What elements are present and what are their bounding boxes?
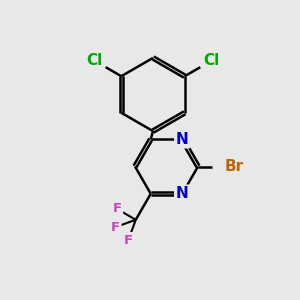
- Text: F: F: [111, 220, 120, 234]
- Text: Br: Br: [225, 159, 244, 174]
- Text: F: F: [112, 202, 122, 215]
- Text: Cl: Cl: [203, 53, 219, 68]
- Text: N: N: [176, 186, 189, 201]
- Text: F: F: [124, 234, 133, 247]
- Text: Cl: Cl: [87, 53, 103, 68]
- Text: N: N: [176, 132, 189, 147]
